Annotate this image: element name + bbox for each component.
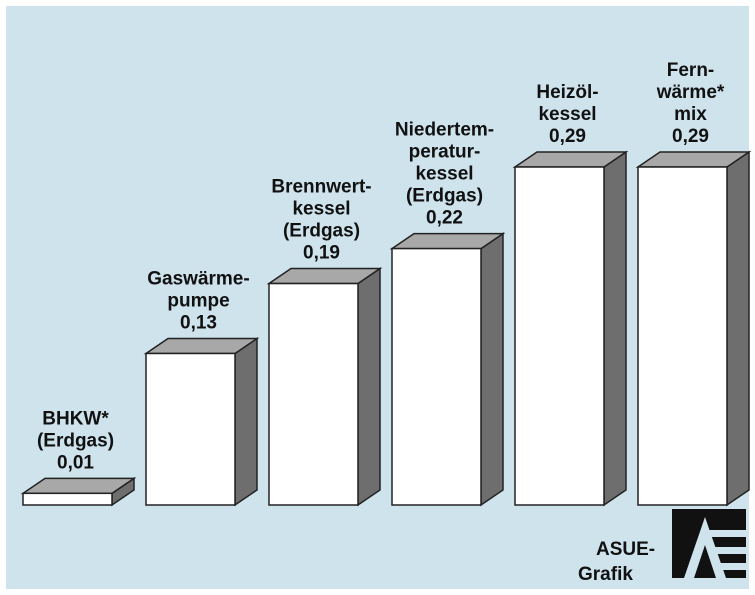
category-label: (Erdgas) (406, 186, 483, 207)
category-label: kessel (538, 104, 596, 125)
labels-layer: 0,01(Erdgas)BHKW*0,13pumpeGaswärme-0,19(… (37, 60, 725, 473)
bar-side (234, 337, 258, 507)
category-label: BHKW* (42, 408, 109, 429)
bar (637, 166, 728, 506)
bar-side (726, 150, 750, 507)
logo-line-1: ASUE- (596, 539, 655, 560)
category-label: kessel (415, 164, 473, 185)
asue-logo: ASUE- Grafik (578, 509, 746, 585)
value-label: 0,01 (57, 452, 94, 473)
bar-side (603, 150, 627, 507)
category-label: Niedertem- (395, 120, 494, 141)
category-label: kessel (292, 199, 350, 220)
bar (268, 282, 359, 506)
value-label: 0,13 (180, 312, 217, 333)
category-label: mix (674, 104, 707, 125)
category-label: Fern- (667, 60, 715, 81)
value-label: 0,29 (549, 126, 586, 147)
category-label: Brennwert- (271, 177, 371, 198)
logo-line-2: Grafik (578, 564, 633, 585)
value-label: 0,19 (303, 243, 340, 264)
value-label: 0,22 (426, 208, 463, 229)
category-label: wärme* (656, 82, 725, 103)
logo-mark-icon (672, 509, 746, 578)
bar-side (357, 267, 381, 507)
bar-side (480, 232, 504, 507)
category-label: (Erdgas) (37, 430, 114, 451)
category-label: (Erdgas) (283, 221, 360, 242)
bars-layer (20, 150, 752, 507)
bar (391, 247, 482, 506)
category-label: pumpe (167, 290, 229, 311)
category-label: peratur- (409, 142, 481, 163)
bar (22, 492, 113, 506)
category-label: Heizöl- (536, 82, 598, 103)
bar (145, 352, 236, 506)
value-label: 0,29 (672, 126, 709, 147)
bar (514, 166, 605, 506)
category-label: Gaswärme- (147, 268, 249, 289)
